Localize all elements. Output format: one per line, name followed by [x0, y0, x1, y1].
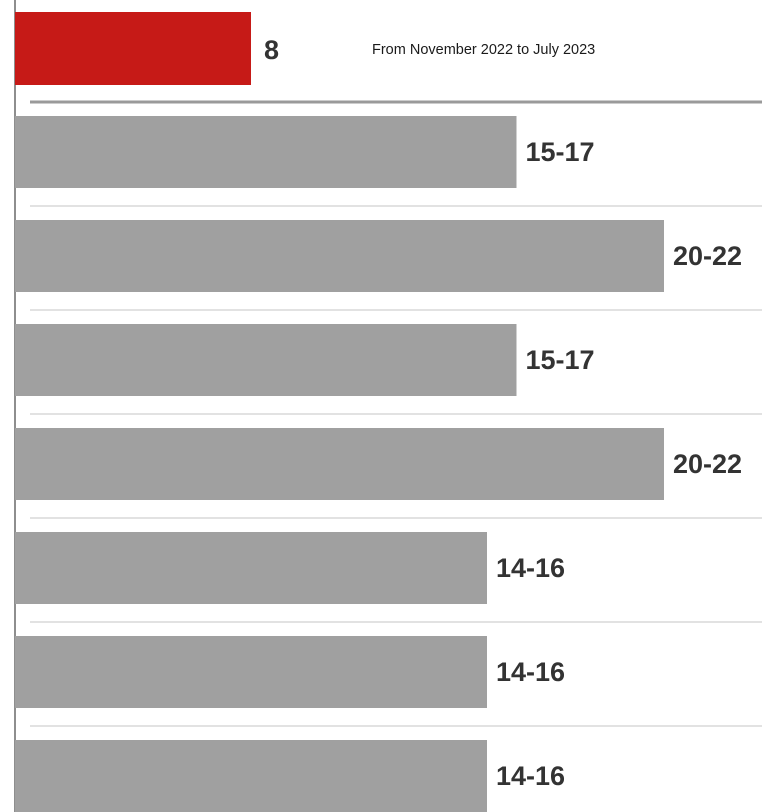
bar-label: 20-22 [673, 241, 742, 271]
row-separators [30, 205, 762, 727]
bar [15, 636, 487, 708]
bar [15, 116, 517, 188]
bar-label: 14-16 [496, 553, 565, 583]
bars: 15-17 20-22 15-17 20-22 14-16 14-16 14-16 [15, 116, 742, 812]
bar-label: 20-22 [673, 449, 742, 479]
header-bar-label: 8 [264, 35, 279, 65]
bar [15, 220, 664, 292]
bar [15, 532, 487, 604]
bar [15, 428, 664, 500]
bar-label: 15-17 [526, 345, 595, 375]
header-bar [15, 12, 251, 85]
bar-label: 14-16 [496, 657, 565, 687]
bar [15, 740, 487, 812]
date-range-note: From November 2022 to July 2023 [372, 42, 595, 58]
bar-label: 14-16 [496, 761, 565, 791]
bar [15, 324, 517, 396]
bar-label: 15-17 [526, 137, 595, 167]
